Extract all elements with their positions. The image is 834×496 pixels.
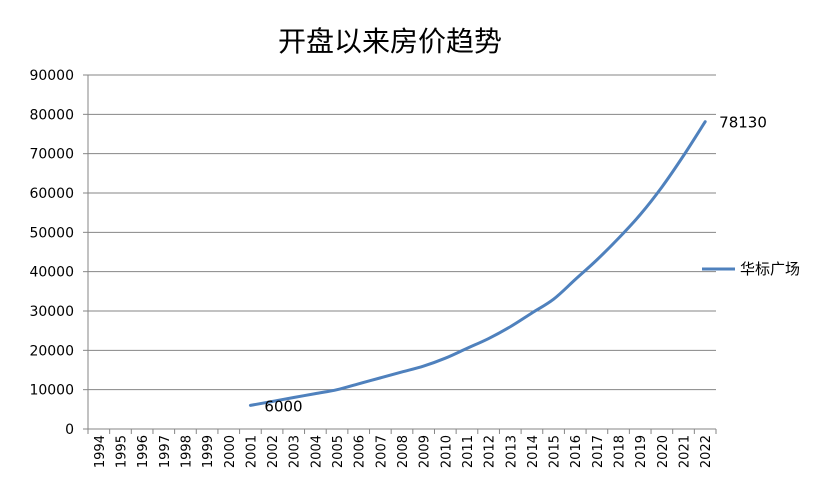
series-line	[248, 120, 707, 407]
legend-label: 华标广场	[740, 260, 800, 278]
y-axis: 0 10000 20000 30000 40000 50000 60000 70000 8000…	[29, 68, 89, 438]
y-tick-label: 50000	[29, 225, 74, 241]
x-tick-label: 2014	[526, 435, 541, 468]
x-tick-label: 2008	[396, 435, 411, 468]
x-tick-label: 2018	[613, 435, 628, 468]
x-tick-label: 2015	[548, 435, 563, 468]
data-labels: 6000 78130	[264, 114, 766, 416]
x-tick-label: 2021	[678, 435, 693, 468]
x-tick-label: 2002	[266, 435, 281, 468]
x-tick-label: 2004	[309, 435, 324, 468]
y-tick-label: 0	[65, 422, 74, 438]
x-tick-label: 2001	[244, 435, 259, 468]
x-tick-label: 2006	[353, 435, 368, 468]
x-tick-label: 1994	[93, 435, 108, 468]
data-label: 78130	[719, 114, 767, 132]
y-tick-label: 70000	[29, 147, 74, 163]
legend: 华标广场	[702, 260, 800, 278]
y-tick-label: 40000	[29, 265, 74, 281]
data-label: 6000	[264, 397, 302, 415]
y-tick-label: 10000	[29, 383, 74, 399]
x-tick-label: 1996	[136, 435, 151, 468]
y-tick-label: 20000	[29, 343, 74, 359]
x-tick-label: 2003	[288, 435, 303, 468]
grid-lines	[88, 74, 716, 430]
y-tick-label: 30000	[29, 304, 74, 320]
x-tick-label: 2013	[504, 435, 519, 468]
x-tick-label: 2012	[483, 435, 498, 468]
x-tick-label: 2019	[634, 435, 649, 468]
y-tick-label: 90000	[29, 68, 74, 84]
x-tick-label: 2010	[439, 435, 454, 468]
x-axis: 1994 1995 1996 1997 1998 1999 2000 2001 2002 2003…	[87, 428, 717, 468]
series-group	[248, 120, 707, 407]
x-tick-label: 2000	[223, 435, 238, 468]
x-tick-label: 2011	[461, 435, 476, 468]
x-tick-label: 1998	[179, 435, 194, 468]
y-tick-label: 60000	[29, 186, 74, 202]
x-tick-label: 1997	[158, 435, 173, 468]
x-tick-label: 2007	[374, 435, 389, 468]
x-tick-label: 2009	[418, 435, 433, 468]
y-tick-label: 80000	[29, 107, 74, 123]
x-tick-label: 1999	[201, 435, 216, 468]
x-tick-label: 2022	[699, 435, 714, 468]
x-tick-label: 1995	[114, 435, 129, 468]
x-tick-label: 2020	[656, 435, 671, 468]
x-tick-label: 2017	[591, 435, 606, 468]
chart-title: 开盘以来房价趋势	[278, 25, 502, 58]
x-tick-label: 2016	[569, 435, 584, 468]
x-tick-label: 2005	[331, 435, 346, 468]
